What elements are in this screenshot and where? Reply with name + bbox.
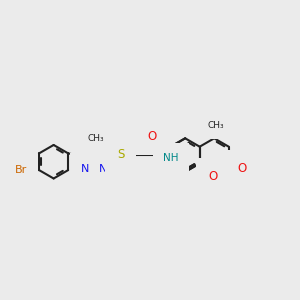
Text: CH₃: CH₃ xyxy=(208,121,224,130)
Text: Br: Br xyxy=(15,165,27,175)
Text: N: N xyxy=(88,143,97,153)
Text: NH: NH xyxy=(163,153,179,164)
Text: O: O xyxy=(148,130,157,143)
Text: N: N xyxy=(81,164,89,174)
Text: O: O xyxy=(208,170,218,183)
Text: O: O xyxy=(237,162,246,175)
Text: N: N xyxy=(99,164,107,174)
Text: S: S xyxy=(117,148,124,161)
Text: CH₃: CH₃ xyxy=(88,134,104,143)
